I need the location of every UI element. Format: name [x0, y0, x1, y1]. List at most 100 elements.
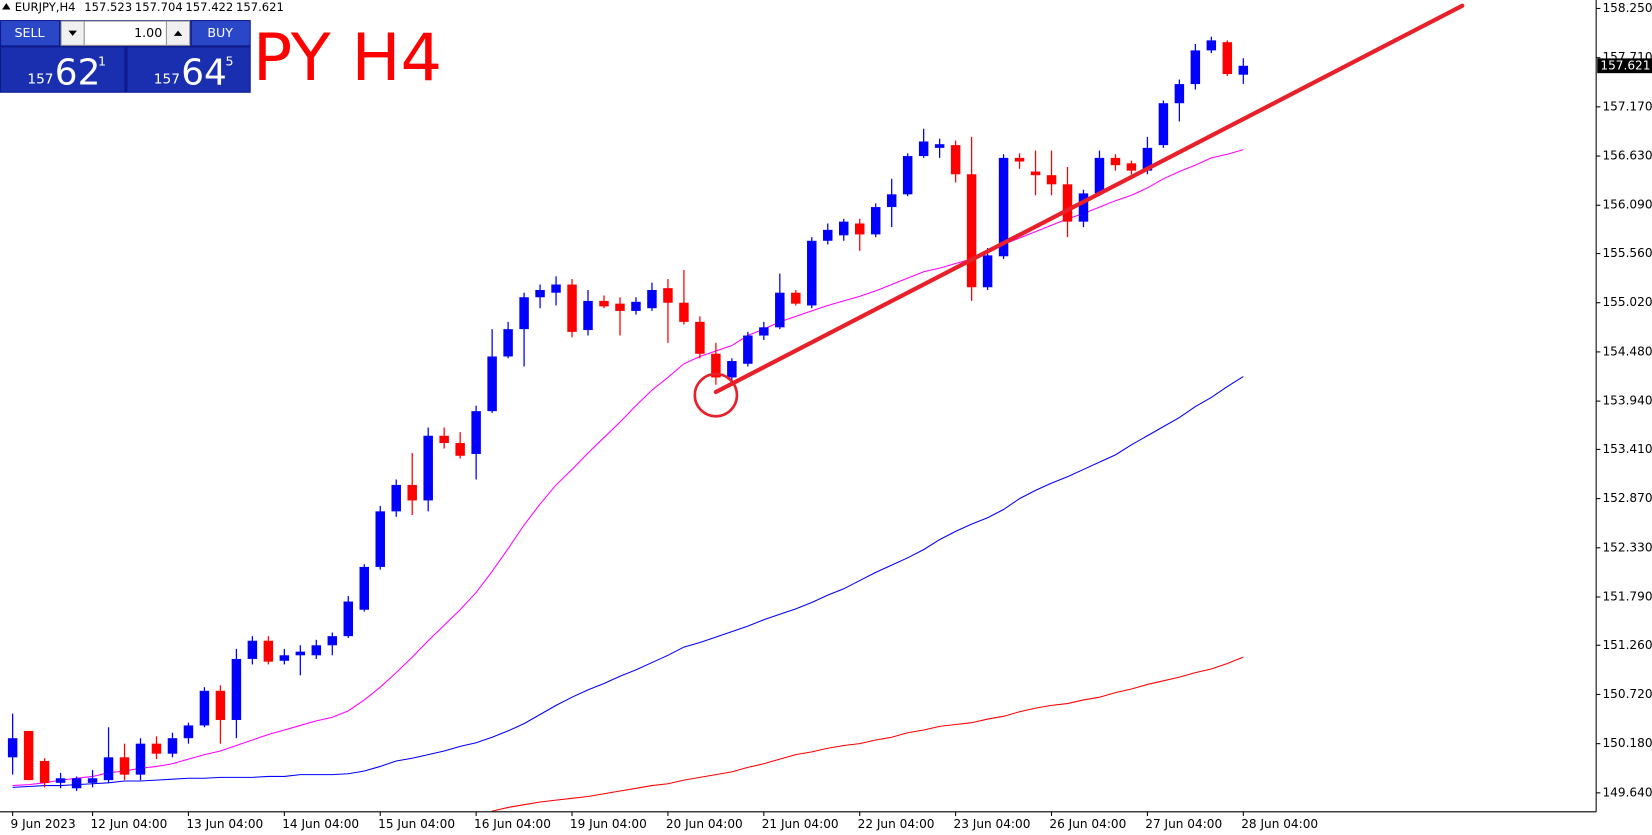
- sell-label[interactable]: SELL: [14, 25, 44, 40]
- x-tick-label: 28 Jun 04:00: [1241, 817, 1318, 831]
- y-tick-label: 157.170: [1602, 99, 1652, 113]
- candle-body: [71, 778, 82, 789]
- candle-body: [807, 240, 817, 306]
- current-price-label: 157.621: [1600, 58, 1650, 72]
- y-tick-label: 153.940: [1602, 394, 1652, 408]
- candle-body: [407, 484, 417, 501]
- candle-body: [823, 229, 833, 241]
- candle-body: [1110, 157, 1121, 166]
- y-tick-label: 155.560: [1602, 246, 1652, 260]
- y-tick-label: 153.410: [1602, 442, 1652, 456]
- lot-value[interactable]: 1.00: [134, 25, 162, 40]
- candle-body: [1190, 50, 1201, 85]
- y-tick-label: 156.630: [1602, 149, 1652, 163]
- candle-body: [567, 284, 577, 332]
- candle-body: [343, 601, 354, 637]
- y-tick-label: 149.640: [1602, 785, 1652, 799]
- candle-body: [1046, 175, 1057, 185]
- symbol-label: EURJPY,H4: [15, 0, 76, 14]
- candle-body: [471, 411, 481, 454]
- bid-box[interactable]: [1, 47, 125, 92]
- candle-body: [791, 292, 801, 304]
- candle-body: [151, 743, 162, 754]
- ask-prefix[interactable]: 157: [154, 71, 180, 87]
- candle-body: [663, 288, 673, 303]
- candle-body: [679, 302, 689, 322]
- buy-button[interactable]: [191, 21, 250, 46]
- candle-body: [839, 221, 849, 236]
- collapse-icon[interactable]: [2, 3, 11, 10]
- ohlc-high: 157.704: [135, 0, 183, 14]
- sell-button[interactable]: [1, 21, 60, 46]
- lot-input[interactable]: [83, 20, 167, 46]
- candle-body: [1206, 40, 1217, 51]
- candle-body: [487, 356, 497, 412]
- candle-body: [647, 289, 657, 309]
- candle-body: [551, 284, 561, 293]
- candle-body: [934, 144, 945, 148]
- ask-big[interactable]: 64: [181, 52, 227, 93]
- plot-area: [7, 3, 1465, 812]
- y-tick-label: 150.720: [1602, 687, 1652, 701]
- candle-body: [1142, 147, 1153, 171]
- x-tick-label: 23 Jun 04:00: [954, 817, 1031, 831]
- bid-sup[interactable]: 1: [98, 53, 106, 68]
- lot-down-icon[interactable]: [68, 30, 77, 36]
- y-tick-label: 151.260: [1602, 638, 1652, 652]
- candle-body: [1174, 84, 1185, 104]
- y-tick-label: 158.250: [1602, 1, 1652, 15]
- highlight-circle: [693, 372, 739, 418]
- candle-body: [183, 725, 194, 739]
- candle-body: [439, 435, 449, 444]
- y-tick-label: 155.020: [1602, 295, 1652, 309]
- candle-body: [966, 174, 977, 288]
- trade-panel: SELL 1.00 BUY 157 62 1 157 64 5: [0, 20, 251, 93]
- buy-label[interactable]: BUY: [207, 25, 233, 40]
- moving-average: [12, 149, 1244, 787]
- candle-body: [39, 760, 50, 783]
- candle-body: [1014, 157, 1025, 162]
- ohlc-open: 157.523: [84, 0, 132, 14]
- candle-body: [519, 297, 529, 330]
- candle-body: [918, 141, 929, 157]
- candle-body: [359, 566, 370, 610]
- y-tick-label: 156.090: [1602, 198, 1652, 212]
- candle-body: [902, 156, 913, 195]
- candle-body: [615, 303, 625, 311]
- lot-up-icon[interactable]: [173, 30, 183, 36]
- candle-body: [199, 690, 210, 726]
- candle-body: [1158, 103, 1169, 146]
- candle-body: [503, 329, 513, 357]
- ohlc-close: 157.621: [236, 0, 284, 14]
- candle-body: [23, 730, 34, 781]
- current-price-box: [1597, 58, 1652, 74]
- candle-body: [391, 484, 401, 512]
- ask-box[interactable]: [127, 47, 250, 92]
- bid-prefix[interactable]: 157: [27, 71, 53, 87]
- candle-body: [727, 361, 737, 378]
- candle-body: [423, 435, 433, 501]
- watermark: PY H4: [253, 20, 442, 96]
- candle-body: [167, 738, 178, 754]
- candle-body: [1238, 65, 1249, 75]
- candle-body: [455, 443, 465, 456]
- candle-body: [87, 778, 98, 783]
- x-tick-label: 20 Jun 04:00: [666, 817, 743, 831]
- candle-body: [1126, 163, 1137, 171]
- ask-sup[interactable]: 5: [225, 53, 233, 68]
- x-tick-label: 19 Jun 04:00: [570, 817, 647, 831]
- x-tick-label: 21 Jun 04:00: [762, 817, 839, 831]
- x-tick-label: 22 Jun 04:00: [858, 817, 935, 831]
- candle-body: [711, 353, 721, 378]
- candle-body: [1094, 157, 1105, 194]
- candle-body: [583, 300, 593, 331]
- x-tick-label: 14 Jun 04:00: [282, 817, 359, 831]
- candle-body: [695, 321, 705, 354]
- trendline: [713, 3, 1465, 395]
- candle-body: [599, 300, 609, 307]
- bid-big[interactable]: 62: [55, 52, 101, 93]
- candle-body: [279, 655, 290, 661]
- candle-body: [775, 292, 785, 328]
